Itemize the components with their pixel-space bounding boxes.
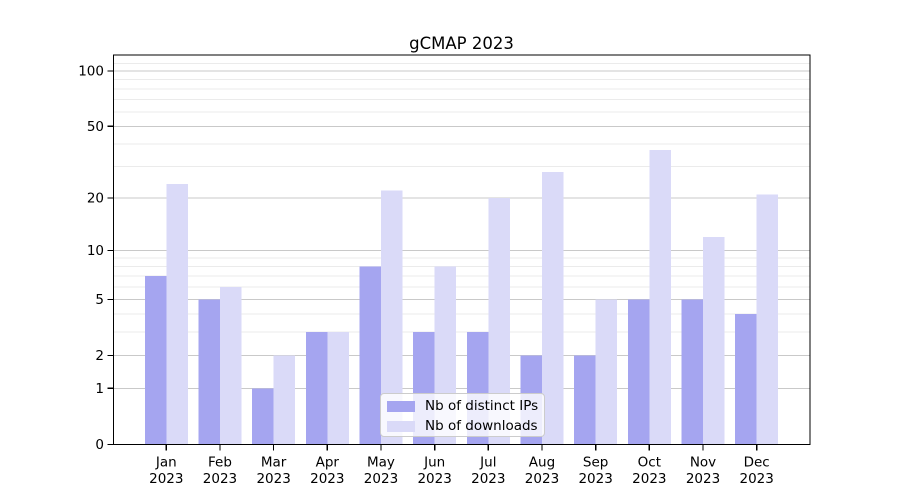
bar-downloads-nov (703, 236, 725, 445)
x-tick-label: Jun 2023 (417, 454, 451, 487)
legend-swatch-distinct-ips (387, 400, 415, 412)
y-tick-label: 20 (87, 191, 104, 207)
x-tick-label: Sep 2023 (578, 454, 612, 487)
legend-item-distinct-ips: Nb of distinct IPs (387, 396, 544, 416)
y-tick-label: 10 (87, 243, 104, 259)
y-tick-label: 100 (78, 64, 104, 80)
bar-ips-feb (198, 299, 220, 445)
y-tick-label: 50 (87, 119, 104, 135)
chart-title: gCMAP 2023 (409, 34, 514, 53)
x-tick-label: Jul 2023 (471, 454, 505, 487)
bar-ips-nov (681, 299, 703, 445)
bar-downloads-apr (327, 332, 349, 445)
x-tick-label: Jan 2023 (149, 454, 183, 487)
bar-ips-jan (144, 276, 167, 445)
y-tick-label: 2 (95, 348, 104, 364)
legend: Nb of distinct IPs Nb of downloads (380, 393, 545, 437)
bar-ips-oct (627, 299, 650, 445)
x-tick-label: May 2023 (364, 454, 398, 487)
x-tick-label: Mar 2023 (256, 454, 290, 487)
bar-downloads-oct (649, 150, 671, 445)
legend-item-downloads: Nb of downloads (387, 416, 544, 436)
bar-downloads-aug (541, 171, 564, 445)
y-tick-label: 5 (95, 292, 104, 308)
x-tick-label: Feb 2023 (203, 454, 237, 487)
bar-downloads-jan (166, 183, 188, 445)
y-tick-label: 1 (95, 381, 104, 397)
bar-downloads-feb (219, 286, 242, 445)
legend-label-downloads: Nb of downloads (425, 418, 538, 434)
y-tick-label: 0 (95, 437, 104, 453)
bar-ips-may (359, 266, 381, 445)
x-tick-label: Aug 2023 (525, 454, 559, 487)
x-tick-label: Oct 2023 (632, 454, 666, 487)
legend-swatch-downloads (387, 420, 415, 432)
bar-ips-apr (305, 332, 328, 445)
bar-ips-sep (574, 355, 596, 445)
x-tick-label: Dec 2023 (739, 454, 773, 487)
x-tick-label: Nov 2023 (686, 454, 720, 487)
x-tick-label: Apr 2023 (310, 454, 344, 487)
bar-downloads-mar (273, 355, 296, 445)
bar-downloads-dec (756, 194, 779, 445)
bar-downloads-may (380, 190, 403, 445)
legend-label-distinct-ips: Nb of distinct IPs (425, 398, 539, 414)
bar-downloads-jul (488, 198, 510, 445)
plot-border (112, 54, 811, 446)
bar-downloads-sep (595, 299, 618, 445)
bar-ips-mar (252, 388, 274, 445)
bar-ips-dec (735, 314, 757, 445)
